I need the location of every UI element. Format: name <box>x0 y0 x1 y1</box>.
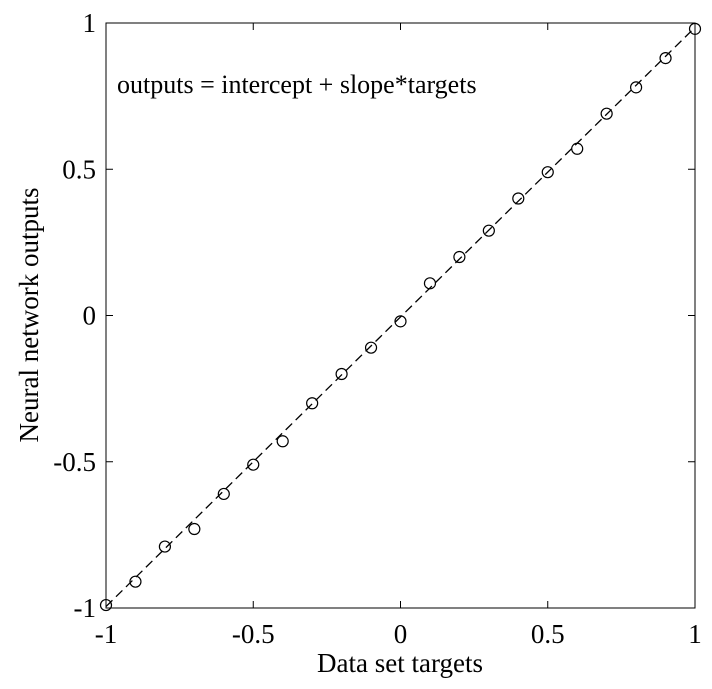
x-tick-labels: -1 -0.5 0 0.5 1 <box>95 619 702 649</box>
data-point <box>453 250 466 264</box>
x-tick-label: -0.5 <box>232 619 275 649</box>
data-point <box>688 22 702 35</box>
data-point <box>158 540 171 553</box>
data-point <box>217 487 230 501</box>
y-tick-label: -0.5 <box>53 447 96 477</box>
data-point <box>394 315 407 328</box>
data-point <box>306 397 319 410</box>
data-point <box>512 192 525 205</box>
x-tick-label: -1 <box>95 619 118 649</box>
data-point <box>276 435 289 448</box>
data-point <box>600 107 613 120</box>
x-axis-label: Data set targets <box>317 648 483 678</box>
data-point <box>188 522 201 536</box>
data-point <box>541 166 554 179</box>
y-tick-label: 0.5 <box>62 154 96 184</box>
data-point <box>629 81 643 94</box>
y-tick-label: -1 <box>74 593 97 623</box>
data-point <box>129 575 142 588</box>
y-tick-label: 1 <box>83 8 97 38</box>
data-point <box>364 341 378 354</box>
x-tick-label: 0.5 <box>531 619 565 649</box>
axis-ticks <box>105 22 696 609</box>
equation-annotation: outputs = intercept + slope*targets <box>117 70 477 99</box>
data-point <box>423 277 437 290</box>
fit-line <box>105 26 696 608</box>
y-tick-labels: -1 -0.5 0 0.5 1 <box>53 8 96 623</box>
data-point <box>659 51 672 65</box>
data-point <box>571 142 584 155</box>
y-tick-label: 0 <box>83 301 97 331</box>
data-point <box>335 367 348 381</box>
data-point <box>99 598 113 612</box>
data-point <box>247 458 260 471</box>
x-tick-label: 0 <box>394 619 408 649</box>
data-point <box>482 224 495 237</box>
data-points <box>99 22 702 612</box>
y-axis-label: Neural network outputs <box>14 188 44 443</box>
x-tick-label: 1 <box>688 619 702 649</box>
